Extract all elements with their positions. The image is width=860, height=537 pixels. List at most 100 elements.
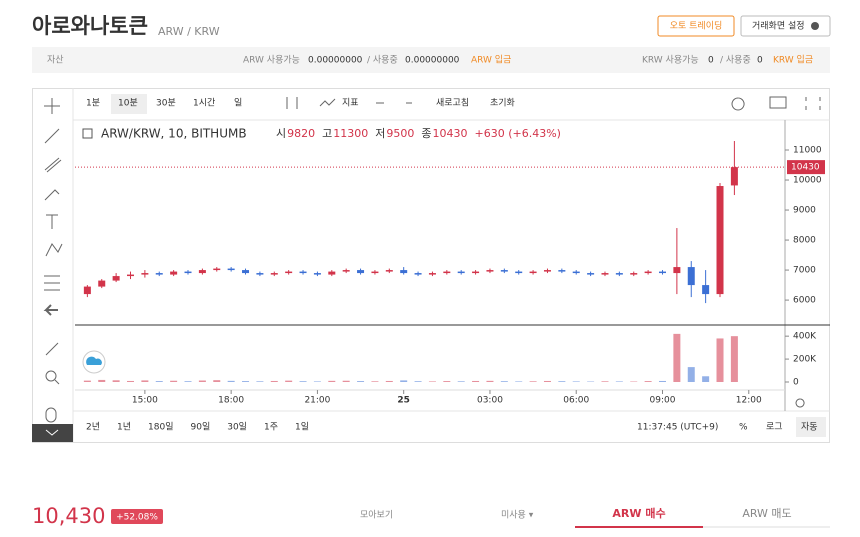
tab[interactable]: ARW 매도 — [742, 507, 791, 520]
x-tick-label: 06:00 — [563, 396, 589, 406]
candle-body — [112, 276, 120, 281]
scale[interactable]: 자동 — [801, 422, 818, 433]
refresh[interactable]: 새로고침 — [436, 98, 469, 109]
auto-btn[interactable] — [657, 15, 735, 37]
candle-body — [127, 274, 135, 277]
candle-body — [299, 271, 307, 274]
x-tick-label: 12:00 — [736, 396, 762, 406]
volume-bar — [529, 381, 537, 382]
candle-body — [170, 271, 178, 275]
tab[interactable]: 미사용 ▾ — [501, 510, 534, 521]
interval[interactable]: 1시간 — [193, 98, 215, 109]
legend-label: 시 — [276, 127, 286, 140]
t: / 사용중 — [720, 55, 751, 66]
candle-body — [615, 273, 623, 275]
candle-body — [529, 271, 537, 274]
candle-body — [572, 271, 580, 274]
deposit[interactable]: ARW 입금 — [471, 54, 511, 66]
range[interactable]: 90일 — [191, 422, 211, 433]
t: 0 — [757, 56, 763, 66]
candle-body — [673, 267, 681, 274]
price-tag — [787, 160, 825, 175]
range[interactable]: 1주 — [264, 422, 278, 433]
settings-label[interactable]: 거래화면 설정 — [752, 21, 805, 32]
collapse[interactable] — [32, 424, 73, 442]
candle-body — [457, 271, 465, 274]
y-tick-label: 8000 — [793, 236, 816, 246]
range[interactable]: 180일 — [148, 422, 173, 433]
scale[interactable]: 로그 — [766, 423, 783, 433]
candle-body — [98, 280, 106, 287]
volume-bar — [687, 367, 695, 382]
settings-btn[interactable] — [740, 15, 831, 37]
candle-body — [486, 270, 494, 272]
candle-body — [515, 271, 523, 274]
badge — [111, 509, 163, 524]
candle-body — [716, 186, 724, 295]
volume-bar — [242, 381, 250, 382]
volume-bar — [558, 381, 566, 382]
x-tick-label: 15:00 — [132, 396, 158, 406]
auto-label[interactable]: 오토 트레이딩 — [670, 21, 723, 32]
logo-cloud — [86, 356, 102, 365]
scale[interactable]: % — [739, 423, 748, 433]
indicators[interactable]: 지표 — [342, 98, 359, 109]
legend-value: 9500 — [386, 127, 414, 140]
volume-bar — [299, 381, 307, 382]
drawing-tools — [43, 96, 821, 423]
volume-bar — [270, 380, 278, 382]
candle-body — [270, 273, 278, 275]
reset[interactable]: 초기화 — [490, 98, 515, 109]
candle-body — [428, 273, 436, 275]
volume-bar — [400, 380, 408, 382]
range[interactable]: 1년 — [117, 422, 131, 433]
tab[interactable]: 모아보기 — [360, 510, 393, 521]
expand[interactable] — [82, 128, 93, 139]
price: 10,430 — [32, 504, 105, 528]
legend-value: 9820 — [287, 127, 315, 140]
chevron — [45, 429, 59, 436]
deposit[interactable]: KRW 입금 — [773, 54, 813, 66]
volume-bar — [658, 380, 666, 382]
candle-body — [256, 273, 264, 275]
clock: 11:37:45 (UTC+9) — [637, 423, 718, 433]
x-tick-label: 25 — [397, 396, 410, 406]
volume-bar — [486, 380, 494, 382]
interval[interactable]: 일 — [234, 98, 242, 109]
candle-body — [285, 271, 293, 274]
change: +630 (+6.43%) — [475, 127, 561, 140]
range[interactable]: 2년 — [86, 422, 100, 433]
volume-bar — [472, 380, 480, 382]
x-tick-label: 21:00 — [304, 396, 330, 406]
candle-body — [443, 271, 451, 274]
interval[interactable]: 30분 — [156, 98, 176, 109]
candle-body — [198, 270, 206, 274]
candle-body — [328, 271, 336, 275]
t: ARW 사용가능 — [243, 55, 300, 66]
volume-bar — [702, 376, 710, 382]
volume-bar — [601, 381, 609, 382]
candle-body — [472, 271, 480, 274]
y-tick-label: 7000 — [793, 266, 816, 276]
interval[interactable]: 1분 — [86, 98, 100, 109]
candle-body — [414, 273, 422, 275]
candle-body — [687, 267, 695, 286]
range[interactable]: 30일 — [227, 422, 247, 433]
gear — [811, 22, 819, 30]
y-tick-label: 6000 — [793, 296, 816, 306]
range[interactable]: 1일 — [295, 422, 309, 433]
volume-bar — [213, 380, 221, 382]
t: 0.00000000 — [405, 56, 460, 66]
y-tick-label: 9000 — [793, 206, 816, 216]
candle-body — [500, 270, 508, 272]
volume-bar — [457, 381, 465, 382]
t: 0.00000000 — [308, 56, 363, 66]
volume-bar — [371, 381, 379, 382]
tab[interactable]: ARW 매수 — [612, 506, 665, 520]
candle-body — [357, 270, 365, 274]
interval[interactable]: 10분 — [118, 98, 138, 109]
volume-bar — [313, 381, 321, 382]
candle-body — [630, 273, 638, 275]
volume-bar — [515, 381, 523, 382]
